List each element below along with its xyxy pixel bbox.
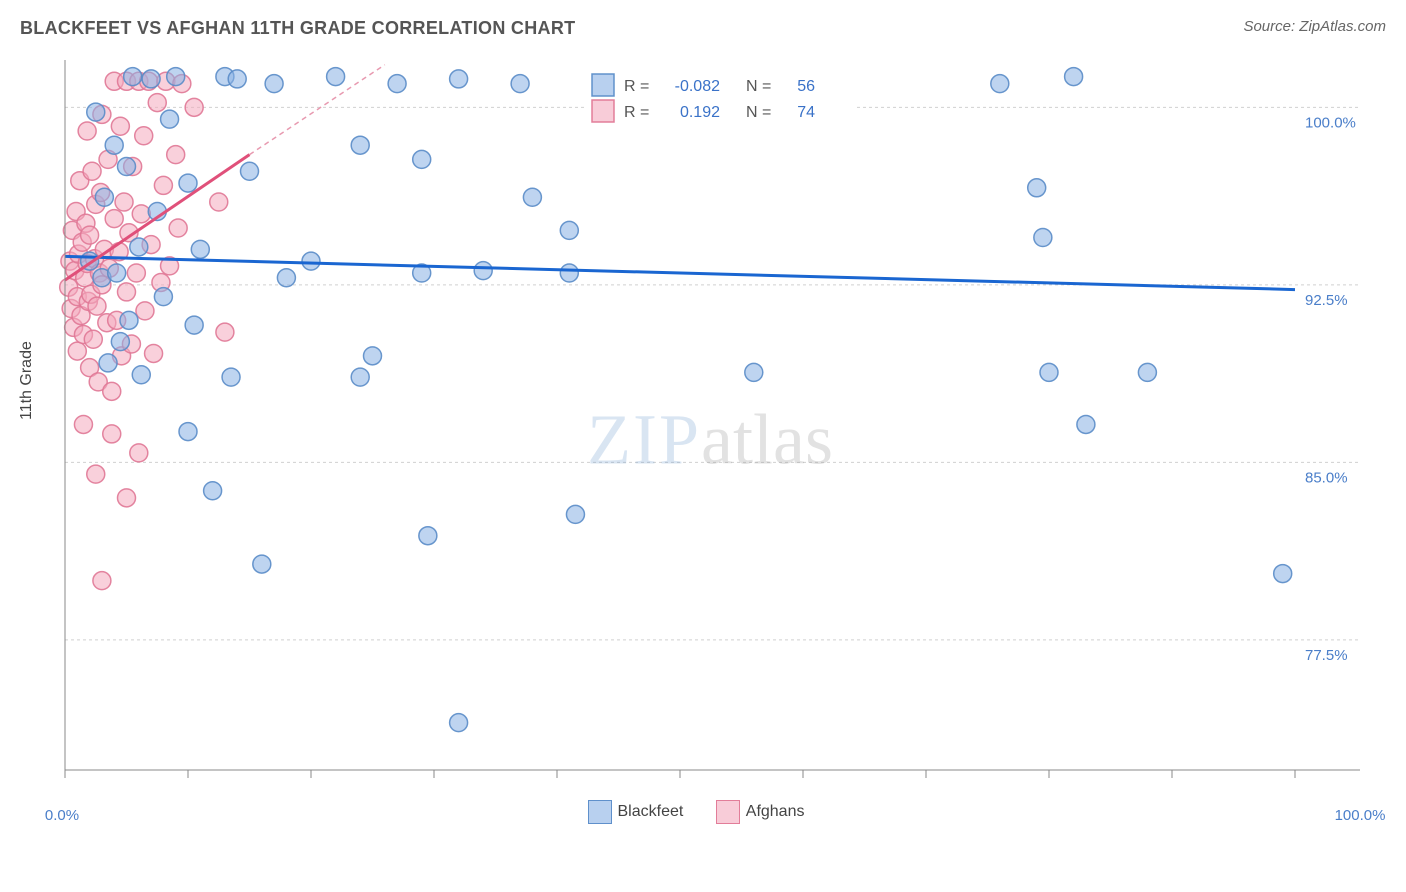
svg-text:100.0%: 100.0%	[1305, 114, 1356, 131]
legend-swatch-afghans	[716, 800, 740, 824]
legend-swatch-blackfeet	[588, 800, 612, 824]
plot-area: 77.5%85.0%92.5%100.0% 0.0%100.0% R =-0.0…	[60, 60, 1360, 820]
bottom-legend: Blackfeet Afghans	[60, 800, 1360, 824]
source-label: Source: ZipAtlas.com	[1243, 18, 1386, 35]
svg-text:74: 74	[797, 104, 815, 121]
legend-label-blackfeet: Blackfeet	[618, 803, 684, 820]
svg-text:85.0%: 85.0%	[1305, 469, 1348, 486]
svg-text:0.192: 0.192	[680, 104, 720, 121]
svg-text:-0.082: -0.082	[675, 78, 720, 95]
svg-text:R =: R =	[624, 104, 649, 121]
legend-label-afghans: Afghans	[746, 803, 805, 820]
svg-text:77.5%: 77.5%	[1305, 647, 1348, 664]
svg-text:92.5%: 92.5%	[1305, 292, 1348, 309]
svg-text:N =: N =	[746, 104, 771, 121]
y-axis-label: 11th Grade	[18, 341, 36, 420]
svg-text:N =: N =	[746, 78, 771, 95]
chart-title: BLACKFEET VS AFGHAN 11TH GRADE CORRELATI…	[20, 18, 575, 38]
svg-text:R =: R =	[624, 78, 649, 95]
svg-text:56: 56	[797, 78, 815, 95]
scatter-svg: 77.5%85.0%92.5%100.0% 0.0%100.0% R =-0.0…	[60, 60, 1360, 820]
